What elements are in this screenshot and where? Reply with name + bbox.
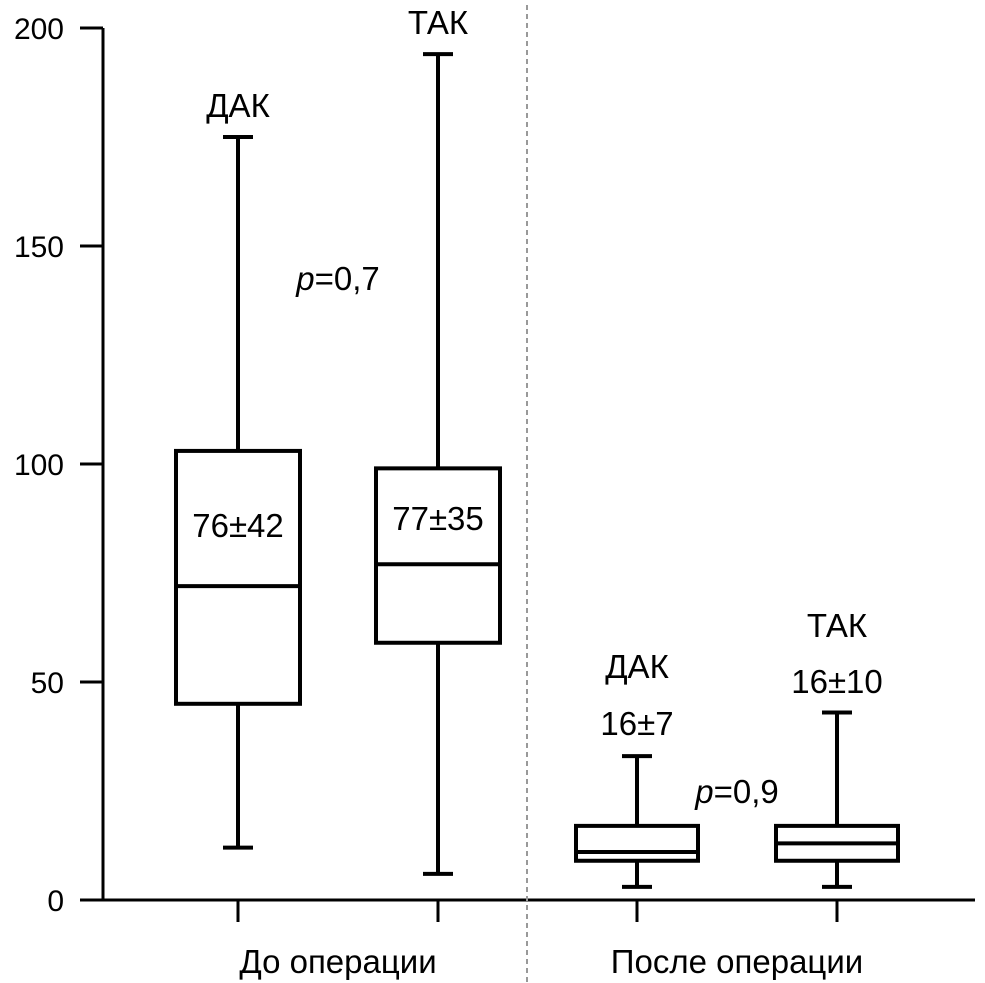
- y-tick-group: 0 50 100 150 200: [14, 13, 103, 918]
- y-tick-label: 200: [14, 13, 64, 46]
- box-group: [174, 52, 900, 889]
- p-value-label: p=0,9: [694, 773, 779, 810]
- box-name-label: ДАК: [605, 648, 669, 685]
- stat-label: 16±7: [600, 705, 673, 742]
- y-tick-label: 100: [14, 449, 64, 482]
- label-group: До операции После операции ДАК ТАК 76±42 77±3…: [192, 4, 883, 980]
- group-label: После операции: [611, 943, 863, 980]
- p-value-label: p=0,7: [295, 260, 380, 297]
- box-iqr: [174, 448, 302, 706]
- stat-label: 77±35: [392, 500, 484, 537]
- p-value: =0,9: [714, 773, 779, 810]
- p-value: =0,7: [315, 260, 380, 297]
- y-tick-label: 150: [14, 231, 64, 264]
- x-tick-group: [236, 900, 839, 922]
- box-iqr: [574, 823, 700, 863]
- box-name-label: ДАК: [206, 87, 270, 124]
- box-iqr: [374, 466, 502, 645]
- stat-label: 76±42: [192, 507, 284, 544]
- group-label: До операции: [239, 943, 436, 980]
- stat-label: 16±10: [791, 663, 883, 700]
- y-tick-label: 0: [47, 885, 64, 918]
- box-name-label: ТАК: [807, 607, 868, 644]
- y-tick-label: 50: [31, 667, 64, 700]
- p-symbol: p: [694, 773, 713, 810]
- p-symbol: p: [295, 260, 314, 297]
- box-name-label: ТАК: [408, 4, 469, 41]
